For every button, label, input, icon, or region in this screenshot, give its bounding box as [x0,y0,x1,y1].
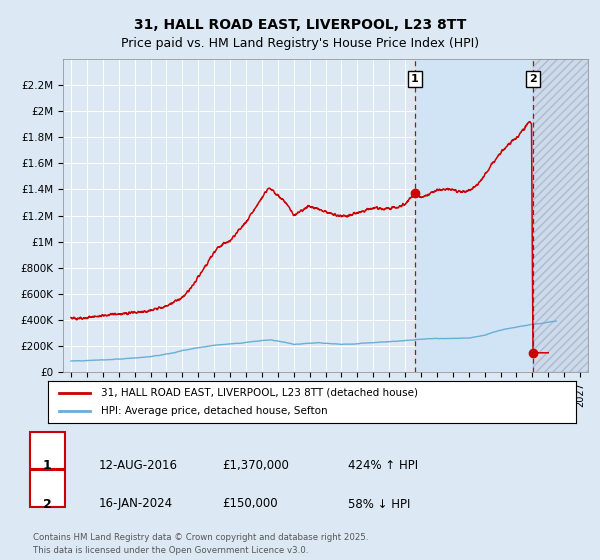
Text: 31, HALL ROAD EAST, LIVERPOOL, L23 8TT: 31, HALL ROAD EAST, LIVERPOOL, L23 8TT [134,18,466,32]
Text: £150,000: £150,000 [222,497,278,511]
Text: 1: 1 [411,74,419,84]
Text: 31, HALL ROAD EAST, LIVERPOOL, L23 8TT (detached house): 31, HALL ROAD EAST, LIVERPOOL, L23 8TT (… [101,388,418,398]
Bar [533,59,588,372]
Text: 2: 2 [529,74,537,84]
Text: Price paid vs. HM Land Registry's House Price Index (HPI): Price paid vs. HM Land Registry's House … [121,37,479,50]
Text: 12-AUG-2016: 12-AUG-2016 [99,459,178,473]
Text: 424% ↑ HPI: 424% ↑ HPI [348,459,418,473]
Text: Contains HM Land Registry data © Crown copyright and database right 2025.
This d: Contains HM Land Registry data © Crown c… [33,533,368,554]
Text: 1: 1 [43,459,52,473]
Text: 16-JAN-2024: 16-JAN-2024 [99,497,173,511]
Bar [415,59,533,372]
Text: 2: 2 [43,497,52,511]
Text: 58% ↓ HPI: 58% ↓ HPI [348,497,410,511]
Text: HPI: Average price, detached house, Sefton: HPI: Average price, detached house, Seft… [101,406,328,416]
Bar [533,59,588,372]
Text: £1,370,000: £1,370,000 [222,459,289,473]
